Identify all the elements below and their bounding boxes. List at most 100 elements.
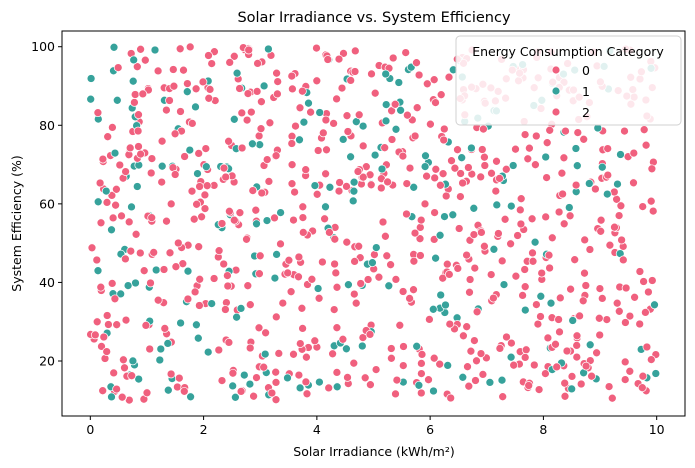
data-point-series-1 — [276, 208, 285, 217]
data-point-series-2 — [271, 395, 281, 405]
data-point-series-2 — [287, 139, 297, 148]
data-point-series-2 — [472, 356, 481, 366]
data-point-series-1 — [616, 150, 625, 159]
data-point-series-1 — [93, 266, 103, 276]
data-point-series-2 — [248, 186, 258, 195]
data-point-series-1 — [499, 280, 509, 289]
data-point-series-2 — [179, 65, 188, 75]
data-point-series-1 — [207, 299, 217, 308]
data-point-series-1 — [394, 78, 404, 87]
data-point-series-0 — [120, 363, 129, 373]
x-tick-label: 0 — [86, 422, 94, 437]
data-point-series-1 — [571, 144, 581, 153]
data-point-series-0 — [371, 365, 381, 374]
data-point-series-2 — [109, 368, 119, 378]
data-point-series-0 — [217, 376, 227, 385]
data-point-series-2 — [204, 51, 213, 60]
data-point-series-0 — [641, 140, 651, 150]
data-point-series-0 — [386, 260, 395, 270]
data-point-series-2 — [332, 323, 342, 333]
data-point-series-2 — [576, 379, 586, 389]
data-point-series-2 — [543, 333, 553, 343]
data-point-series-2 — [204, 93, 214, 103]
data-point-series-1 — [134, 374, 144, 384]
data-point-series-2 — [329, 119, 338, 128]
data-point-series-0 — [620, 357, 630, 367]
y-tick-label: 20 — [39, 354, 55, 369]
data-point-series-2 — [332, 368, 342, 377]
data-point-series-0 — [639, 277, 648, 286]
data-point-series-1 — [435, 230, 445, 240]
data-point-series-1 — [252, 219, 261, 229]
data-point-series-0 — [243, 281, 253, 291]
data-point-series-1 — [414, 380, 424, 390]
data-point-series-0 — [147, 154, 157, 163]
data-point-series-2 — [416, 215, 426, 225]
data-point-series-0 — [621, 318, 630, 327]
data-point-series-0 — [456, 169, 465, 178]
data-point-series-2 — [587, 371, 596, 381]
data-point-series-0 — [528, 248, 537, 258]
data-point-series-2 — [140, 55, 150, 65]
data-point-series-2 — [343, 127, 353, 136]
data-point-series-0 — [96, 218, 106, 228]
y-tick-label: 80 — [39, 118, 55, 133]
data-point-series-0 — [342, 182, 351, 191]
data-point-series-2 — [439, 124, 449, 134]
data-point-series-0 — [572, 331, 582, 341]
data-point-series-2 — [581, 361, 591, 371]
data-point-series-2 — [551, 339, 560, 349]
legend-label-0: 0 — [582, 63, 590, 78]
data-point-series-1 — [381, 100, 391, 109]
data-point-series-1 — [272, 250, 281, 259]
data-point-series-2 — [312, 76, 322, 86]
data-point-series-2 — [358, 172, 368, 182]
data-point-series-2 — [117, 211, 126, 221]
data-point-series-0 — [528, 256, 538, 266]
data-point-series-1 — [448, 210, 458, 220]
data-point-series-0 — [349, 358, 359, 368]
data-point-series-2 — [401, 48, 411, 57]
data-point-series-2 — [367, 69, 376, 79]
data-point-series-2 — [520, 353, 530, 362]
y-tick-label: 100 — [31, 39, 55, 54]
data-point-series-1 — [342, 344, 351, 354]
data-point-series-1 — [321, 202, 330, 212]
data-point-series-2 — [436, 90, 446, 100]
data-point-series-1 — [101, 186, 111, 196]
data-point-series-0 — [414, 70, 424, 80]
data-point-series-0 — [197, 212, 206, 222]
data-point-series-0 — [513, 231, 522, 240]
x-tick-label: 8 — [539, 422, 547, 437]
data-point-series-2 — [495, 174, 504, 183]
data-point-series-0 — [409, 285, 418, 295]
data-point-series-0 — [398, 287, 408, 296]
data-point-series-1 — [176, 318, 185, 328]
data-point-series-0 — [533, 319, 543, 329]
data-point-series-2 — [107, 279, 117, 288]
data-point-series-0 — [194, 149, 204, 158]
data-point-series-1 — [191, 102, 200, 112]
data-point-series-2 — [221, 172, 231, 182]
data-point-series-1 — [325, 182, 335, 192]
data-point-series-0 — [429, 353, 439, 363]
data-point-series-1 — [264, 44, 273, 54]
data-point-series-2 — [610, 222, 619, 232]
data-point-series-2 — [249, 391, 258, 401]
data-point-series-0 — [335, 178, 344, 187]
data-point-series-0 — [298, 324, 307, 333]
data-point-series-2 — [256, 124, 266, 134]
data-point-series-1 — [156, 344, 166, 354]
data-point-series-2 — [273, 77, 283, 86]
data-point-series-2 — [646, 355, 656, 364]
data-point-series-2 — [436, 180, 445, 190]
data-point-series-0 — [102, 198, 112, 207]
data-point-series-2 — [259, 362, 269, 372]
data-point-series-0 — [525, 143, 534, 153]
data-point-series-2 — [328, 349, 337, 359]
data-point-series-2 — [555, 293, 565, 303]
data-point-series-0 — [324, 383, 334, 393]
data-point-series-2 — [166, 199, 176, 209]
data-point-series-0 — [104, 320, 113, 329]
data-point-series-2 — [95, 178, 105, 188]
